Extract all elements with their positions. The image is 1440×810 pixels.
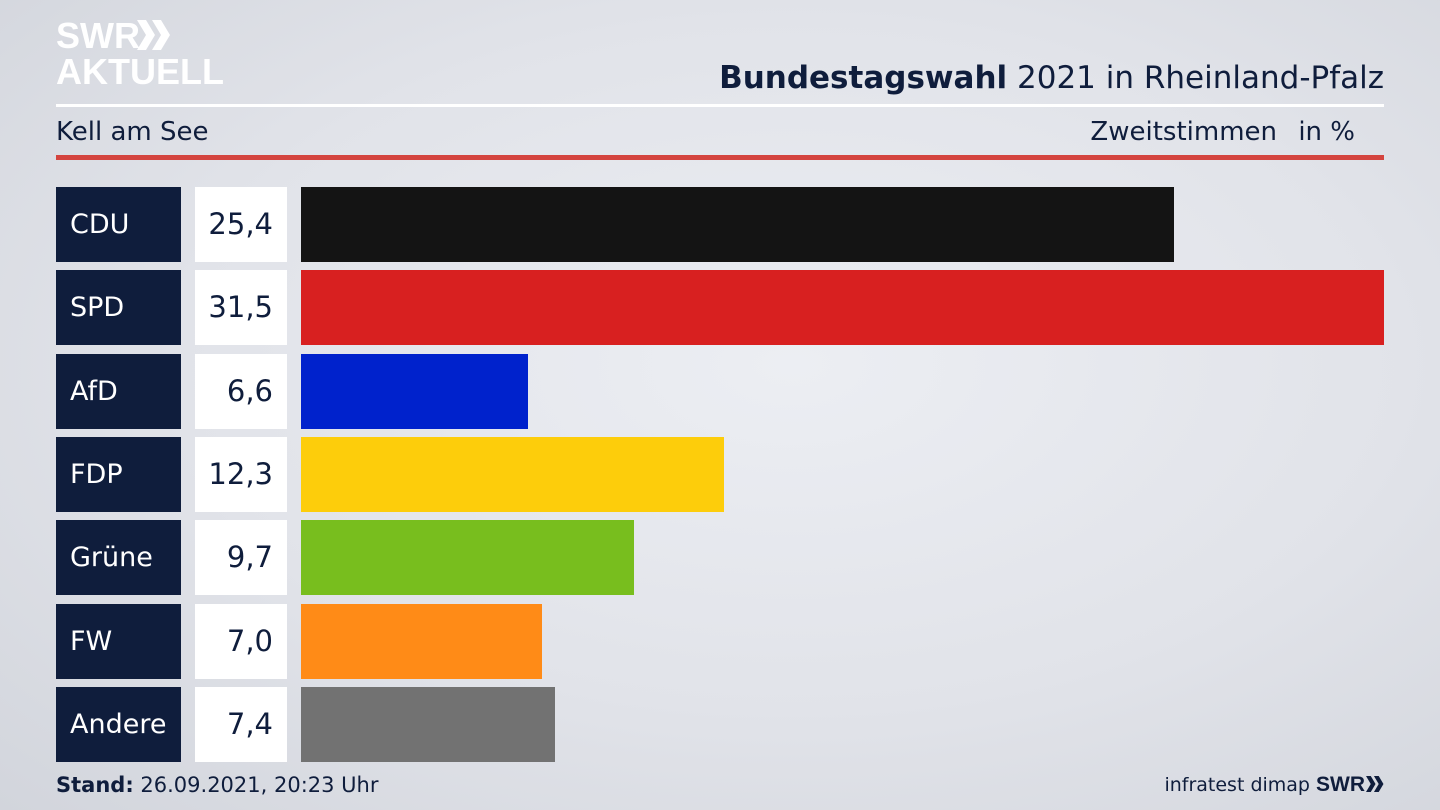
logo-swr-text: SWR (56, 15, 140, 56)
party-label: CDU (56, 187, 181, 262)
chevron-double-right-icon (137, 20, 170, 50)
bar (301, 604, 542, 679)
chevron-double-right-icon (1366, 776, 1384, 792)
bar (301, 187, 1174, 262)
logo-aktuell-text: AKTUELL (56, 51, 224, 92)
bar (301, 687, 555, 762)
party-label: FDP (56, 437, 181, 512)
footer-logo-text: SWR (1316, 773, 1365, 796)
party-label: SPD (56, 270, 181, 345)
timestamp-value: 26.09.2021, 20:23 Uhr (133, 773, 379, 797)
timestamp-label: Stand: (56, 773, 134, 797)
bar (301, 354, 528, 429)
value-label: 31,5 (195, 270, 287, 345)
swr-aktuell-logo: SWR AKTUELL (56, 16, 226, 92)
swr-footer-logo: SWR (1316, 771, 1384, 799)
source-credit: infratest dimap (1164, 774, 1310, 796)
accent-divider (56, 155, 1384, 160)
value-label: 25,4 (195, 187, 287, 262)
party-label: Andere (56, 687, 181, 762)
party-label: Grüne (56, 520, 181, 595)
title-rest: 2021 in Rheinland-Pfalz (1007, 60, 1384, 96)
value-label: 7,0 (195, 604, 287, 679)
unit-label: in % (1298, 117, 1355, 147)
header-divider (56, 104, 1384, 107)
municipality-name: Kell am See (56, 117, 209, 147)
value-label: 6,6 (195, 354, 287, 429)
value-label: 7,4 (195, 687, 287, 762)
title-bold: Bundestagswahl (719, 60, 1008, 96)
measure-label: Zweitstimmen (1090, 117, 1277, 147)
party-label: AfD (56, 354, 181, 429)
bar (301, 270, 1384, 345)
bar (301, 437, 724, 512)
party-label: FW (56, 604, 181, 679)
bar (301, 520, 634, 595)
page-title: Bundestagswahl 2021 in Rheinland-Pfalz (719, 56, 1384, 100)
timestamp: Stand: 26.09.2021, 20:23 Uhr (56, 771, 379, 799)
value-label: 9,7 (195, 520, 287, 595)
value-label: 12,3 (195, 437, 287, 512)
